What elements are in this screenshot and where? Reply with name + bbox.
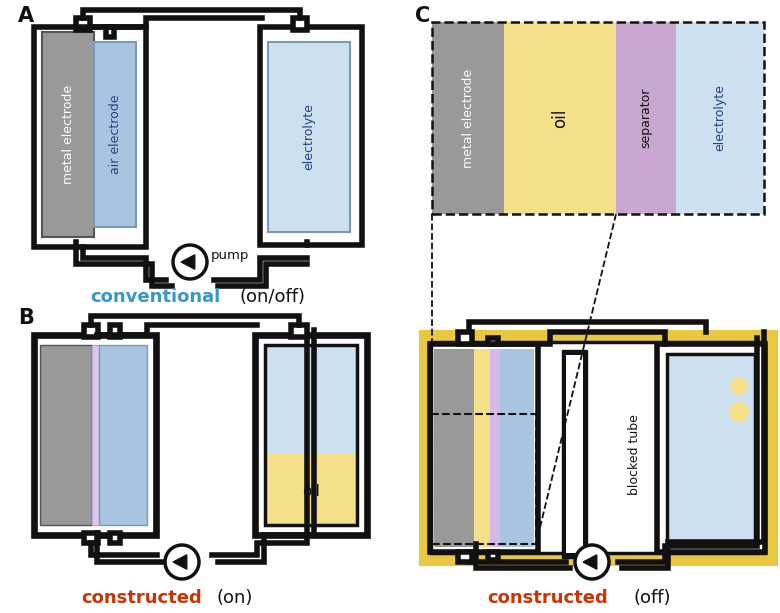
Bar (432, 414, 536, 544)
Bar (291, 325, 307, 337)
Bar (255, 335, 367, 535)
Bar (500, 349, 534, 547)
Bar (474, 349, 490, 547)
Text: conventional: conventional (90, 288, 220, 306)
Circle shape (730, 377, 748, 395)
Text: A: A (18, 6, 34, 26)
Bar (566, 355, 583, 553)
Circle shape (173, 245, 207, 279)
Text: C: C (415, 6, 431, 26)
Bar (268, 42, 350, 232)
Text: electrolyte: electrolyte (303, 104, 315, 170)
Circle shape (729, 402, 749, 422)
Text: metal electrode: metal electrode (462, 69, 474, 167)
Bar (562, 350, 587, 558)
Bar (504, 22, 616, 214)
Bar (458, 552, 472, 562)
Bar (657, 344, 765, 552)
Bar (34, 335, 156, 535)
Text: blocked tube: blocked tube (629, 414, 641, 495)
Bar (432, 22, 764, 214)
Bar (94, 42, 136, 227)
Bar (110, 533, 120, 543)
Bar (432, 22, 504, 214)
Text: (off): (off) (633, 589, 671, 607)
Bar (40, 345, 92, 525)
Bar (431, 342, 765, 553)
Bar (490, 349, 500, 547)
Bar (458, 332, 472, 344)
Bar (76, 18, 90, 30)
Bar (432, 22, 764, 214)
Bar (84, 533, 98, 543)
Circle shape (575, 545, 609, 579)
Text: electrolyte: electrolyte (714, 85, 726, 151)
Bar (42, 32, 94, 237)
Bar (488, 338, 498, 344)
Text: (on/off): (on/off) (239, 288, 305, 306)
Bar (488, 552, 498, 560)
Text: oil: oil (551, 109, 569, 128)
Polygon shape (583, 555, 597, 569)
Bar (676, 22, 764, 214)
Text: metal electrode: metal electrode (62, 85, 75, 183)
Text: (on): (on) (217, 589, 254, 607)
Bar (106, 27, 114, 37)
Bar (92, 345, 99, 525)
Bar (34, 27, 146, 247)
Bar (616, 22, 676, 214)
Text: constructed: constructed (488, 589, 608, 607)
Bar (293, 18, 307, 30)
Bar (424, 335, 772, 560)
Bar (265, 345, 357, 525)
Bar (667, 354, 755, 542)
Text: B: B (18, 308, 34, 328)
Circle shape (165, 545, 199, 579)
Text: constructed: constructed (82, 589, 202, 607)
Bar (99, 345, 147, 525)
Text: separator: separator (640, 88, 653, 148)
Bar (434, 349, 474, 547)
Bar (430, 344, 538, 552)
Polygon shape (173, 555, 186, 569)
Text: pump: pump (211, 248, 249, 262)
Text: air electrode: air electrode (108, 94, 122, 173)
Bar (265, 453, 357, 525)
Text: oil: oil (302, 484, 320, 500)
Bar (84, 325, 98, 337)
Bar (265, 345, 357, 453)
Polygon shape (181, 255, 195, 269)
Bar (260, 27, 362, 245)
Bar (110, 325, 120, 337)
